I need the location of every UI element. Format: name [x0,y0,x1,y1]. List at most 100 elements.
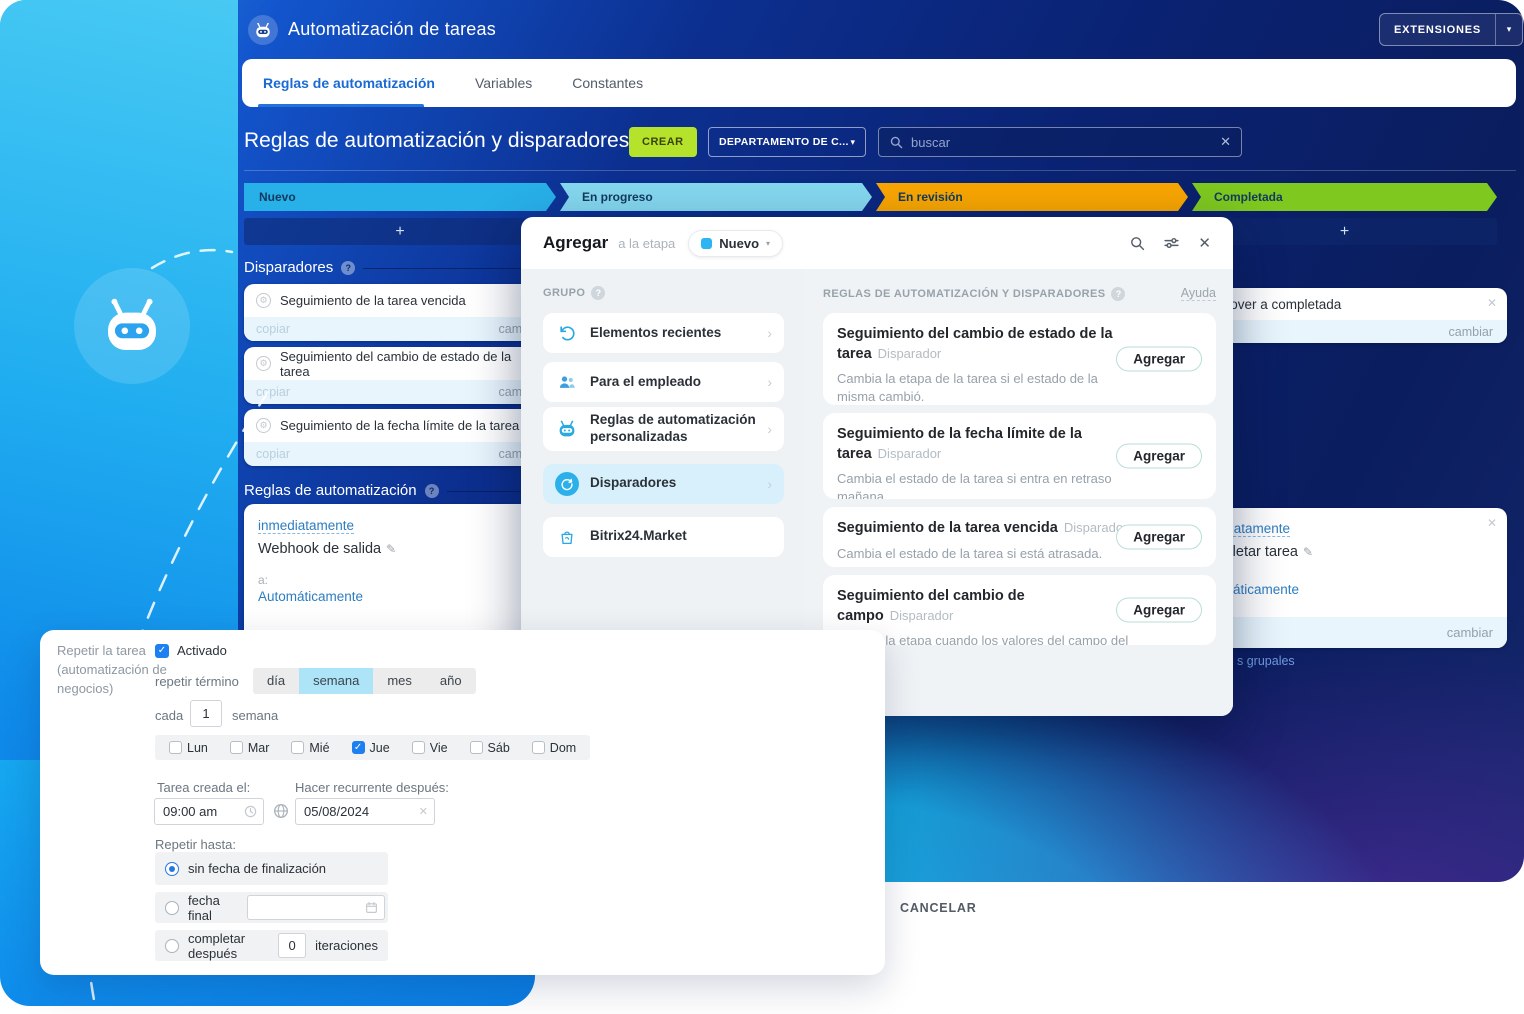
day-dom[interactable]: Dom [531,741,576,755]
checkbox-checked[interactable] [351,741,365,754]
trigger-card[interactable]: ⚙ Seguimiento de la fecha límite de la t… [244,409,555,466]
group-item-reglas-personalizadas[interactable]: Reglas de automatización personalizadas … [543,407,784,451]
move-to-completed-card[interactable]: Mover a completada ✕ cambiar [1205,288,1507,343]
checkbox[interactable] [411,741,425,754]
time-field[interactable] [154,798,264,825]
group-item-para-el-empleado[interactable]: Para el empleado › [543,362,784,402]
tab-constantes[interactable]: Constantes [572,75,644,91]
section-title: Reglas de automatización y disparadores [244,129,630,152]
end-date-field[interactable] [246,895,385,920]
segment-mes[interactable]: mes [387,673,412,688]
radio[interactable] [165,938,179,953]
modal-rule-item: Seguimiento de la tarea vencida Disparado… [823,507,1216,567]
extensions-label[interactable]: EXTENSIONES [1394,23,1482,36]
segment-semana[interactable]: semana [299,668,374,694]
checkbox[interactable] [229,741,243,754]
automation-rule-card[interactable]: inmediatamente Webhook de salida ✎ a: Aut… [244,504,555,654]
rule-assignee-link[interactable]: Automáticamente [1194,582,1300,597]
stage-header-en-revision[interactable]: En revisión [876,183,1188,211]
checkbox[interactable] [291,741,305,754]
stage-header-en-progreso[interactable]: En progreso [560,183,872,211]
close-icon[interactable]: ✕ [1486,516,1497,530]
group-item-bitrix24-market[interactable]: Bitrix24.Market [543,516,784,557]
segment-dia[interactable]: día [267,673,286,688]
checkbox[interactable] [531,741,545,754]
close-icon[interactable]: ✕ [1198,235,1211,252]
agregar-button[interactable]: Agregar [1116,597,1202,623]
timezone-globe-icon[interactable] [273,803,289,819]
rule-name[interactable]: Webhook de salida [258,541,382,557]
tab-reglas-de-automatizacion[interactable]: Reglas de automatización [263,75,435,91]
help-icon[interactable] [1111,286,1126,301]
day-mie[interactable]: Mié [291,741,330,755]
agregar-button[interactable]: Agregar [1116,524,1202,550]
department-dropdown[interactable]: DEPARTAMENTO DE C... ▾ [708,127,866,157]
option-no-end-date[interactable]: sin fecha de finalización [155,852,388,885]
copy-link[interactable]: copiar [256,447,291,461]
iterations-input[interactable] [278,933,307,958]
search-field[interactable]: ✕ [878,127,1242,157]
robot-mascot-icon [108,298,156,350]
clear-date-icon[interactable]: ✕ [418,806,428,818]
add-rule-bar-nuevo[interactable]: + [244,218,556,245]
agregar-button[interactable]: Agregar [1116,443,1202,469]
trigger-card[interactable]: ⚙ Seguimiento de la tarea vencida copiar… [244,284,555,341]
heading-line [363,268,522,269]
modal-title: Agregar [543,233,609,252]
search-input[interactable] [911,134,1213,150]
trigger-card[interactable]: ⚙ Seguimiento del cambio de estado de la… [244,347,555,404]
checkbox[interactable] [169,741,182,754]
cancel-button[interactable]: CANCELAR [900,901,977,915]
trigger-gear-icon: ⚙ [256,293,271,308]
group-item-disparadores[interactable]: Disparadores › [543,463,784,504]
edit-icon[interactable]: ✎ [386,542,397,556]
stage-header-nuevo[interactable]: Nuevo [244,183,556,211]
change-link[interactable]: cambiar [1180,617,1507,648]
stage-color-swatch [701,237,713,249]
create-button[interactable]: CREAR [629,127,697,157]
day-mar[interactable]: Mar [229,741,269,755]
option-complete-after[interactable]: completar después iteraciones [155,930,388,961]
extensions-button[interactable]: EXTENSIONES ▾ [1379,13,1524,46]
rule-assignee-link[interactable]: Automáticamente [258,589,364,604]
chevron-down-icon[interactable]: ▾ [1506,24,1512,34]
filter-sliders-icon[interactable] [1163,235,1180,251]
option-end-date[interactable]: fecha final [155,892,388,923]
day-lun[interactable]: Lun [169,741,208,755]
complete-task-card[interactable]: inmediatamente Completar tarea ✎ Automáti… [1180,508,1507,648]
day-vie[interactable]: Vie [411,741,448,755]
add-rule-bar-completada[interactable]: + [1192,218,1497,245]
radio[interactable] [165,900,179,915]
day-sab[interactable]: Sáb [469,741,510,755]
agregar-button[interactable]: Agregar [1116,346,1202,372]
tab-variables[interactable]: Variables [474,75,533,91]
date-input[interactable] [295,798,435,825]
group-item-elementos-recientes[interactable]: Elementos recientes › [543,313,784,353]
activado-checkbox-row[interactable]: Activado [155,643,227,658]
copy-link[interactable]: copiar [256,322,291,336]
checkbox[interactable] [469,741,483,754]
weekday-strip: Lun Mar Mié Jue Vie Sáb Dom [155,735,591,760]
help-icon[interactable] [341,260,356,275]
help-icon[interactable] [424,483,439,498]
radio-selected[interactable] [165,861,179,876]
trigger-gear-icon: ⚙ [256,418,271,433]
checkbox-checked[interactable] [155,643,169,658]
day-jue[interactable]: Jue [351,741,390,755]
robot-icon [555,417,579,441]
interval-input[interactable] [190,700,222,727]
change-link[interactable]: cambiar [1205,320,1507,343]
stage-selector[interactable]: Nuevo ▾ [688,229,784,257]
close-icon[interactable]: ✕ [1486,296,1497,310]
help-link[interactable]: Ayuda [1180,286,1216,301]
search-icon[interactable] [1129,235,1145,251]
segment-ano[interactable]: año [439,673,462,688]
end-date-input[interactable] [246,895,385,920]
edit-icon[interactable]: ✎ [1302,545,1314,559]
help-icon[interactable] [591,286,606,300]
group-projects-link-fragment[interactable]: s grupales [1237,654,1295,668]
clear-search-icon[interactable]: ✕ [1220,134,1231,149]
rule-when-link[interactable]: inmediatamente [258,518,355,534]
date-field[interactable]: ✕ [295,798,435,825]
stage-header-completada[interactable]: Completada [1192,183,1497,211]
